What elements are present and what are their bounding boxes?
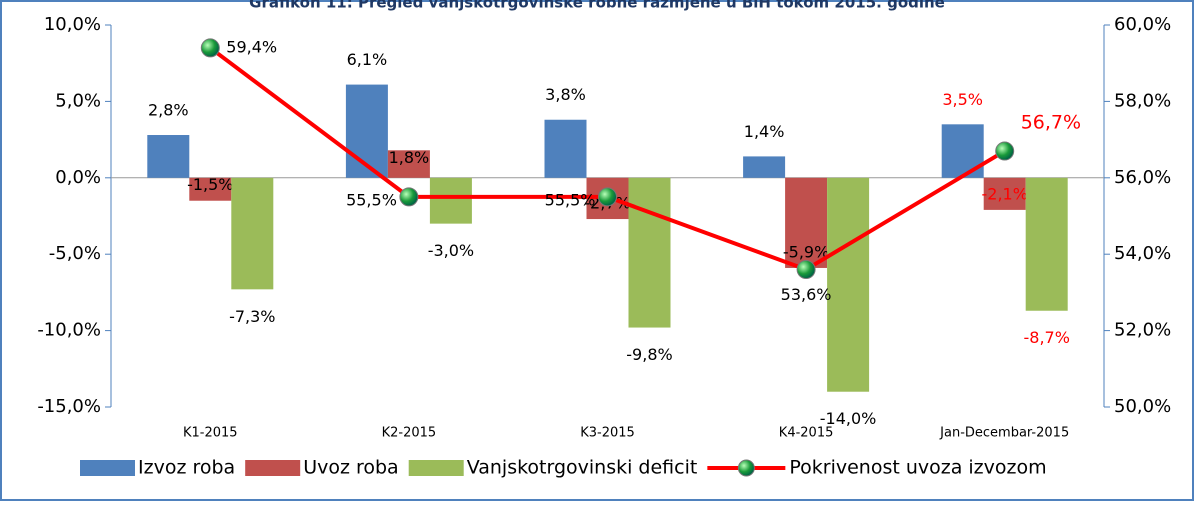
legend-swatch: [245, 460, 301, 476]
y2-tick-label: 56,0%: [1114, 167, 1171, 188]
bar: [147, 135, 190, 178]
legend-label: Vanjskotrgovinski deficit: [467, 457, 698, 479]
value-label: -1,5%: [187, 175, 233, 194]
bar: [231, 177, 274, 290]
bar: [429, 177, 472, 224]
bar: [827, 177, 870, 392]
y2-tick-label: 60,0%: [1114, 14, 1171, 35]
bar: [544, 119, 587, 178]
value-label: -7,3%: [229, 307, 275, 326]
legend-swatch: [408, 460, 464, 476]
y-tick-label: 10,0%: [44, 14, 101, 35]
line-marker: [399, 187, 419, 207]
y-tick-label: 0,0%: [55, 167, 101, 188]
value-label: 1,4%: [744, 122, 785, 141]
bar: [1025, 177, 1068, 311]
bar: [387, 150, 430, 178]
y-tick-label: -15,0%: [37, 396, 101, 417]
y-tick-label: -10,0%: [37, 320, 101, 341]
value-label: -5,9%: [783, 242, 829, 261]
value-label: -3,0%: [428, 241, 474, 260]
value-label: -14,0%: [820, 409, 877, 428]
legend-swatch: [737, 459, 755, 477]
y-tick-label: -5,0%: [49, 243, 101, 264]
value-label: 6,1%: [347, 50, 388, 69]
x-tick-label: K3-2015: [580, 426, 635, 441]
bar: [941, 124, 984, 178]
x-tick-label: Jan-Decembar-2015: [939, 426, 1069, 441]
value-label: -8,7%: [1023, 328, 1069, 347]
legend-label: Uvoz roba: [303, 457, 399, 479]
legend-swatch: [80, 460, 135, 476]
line-marker: [796, 259, 816, 279]
value-label: 3,5%: [942, 90, 983, 109]
line-marker: [995, 141, 1015, 161]
y2-tick-label: 58,0%: [1114, 90, 1171, 111]
x-tick-label: K4-2015: [779, 426, 834, 441]
value-label: 1,8%: [389, 148, 430, 167]
y2-tick-label: 50,0%: [1114, 396, 1171, 417]
line-marker: [598, 187, 617, 207]
line-marker: [200, 38, 220, 58]
value-label: 3,8%: [545, 85, 586, 104]
value-label: 2,8%: [148, 101, 189, 120]
value-label: 56,7%: [1021, 112, 1081, 134]
legend-label: Pokrivenost uvoza izvozom: [789, 457, 1046, 479]
bar: [189, 177, 232, 201]
value-label: 55,5%: [346, 190, 397, 209]
y2-tick-label: 52,0%: [1114, 320, 1171, 341]
x-tick-label: K2-2015: [382, 426, 437, 441]
y-tick-label: 5,0%: [55, 90, 101, 111]
value-label: 59,4%: [226, 37, 277, 56]
bar: [345, 84, 388, 178]
legend-label: Izvoz roba: [138, 457, 235, 479]
value-label: 53,6%: [781, 285, 832, 304]
value-label: 55,5%: [545, 190, 596, 209]
x-tick-label: K1-2015: [183, 426, 238, 441]
bar: [785, 177, 828, 268]
chart-title: Grafikon 11: Pregled vanjskotrgovinske r…: [249, 0, 945, 12]
bar: [743, 156, 786, 178]
bar: [628, 177, 671, 328]
bar: [983, 177, 1026, 210]
value-label: -9,8%: [626, 345, 672, 364]
value-label: -2,1%: [981, 184, 1027, 203]
y2-tick-label: 54,0%: [1114, 243, 1171, 264]
